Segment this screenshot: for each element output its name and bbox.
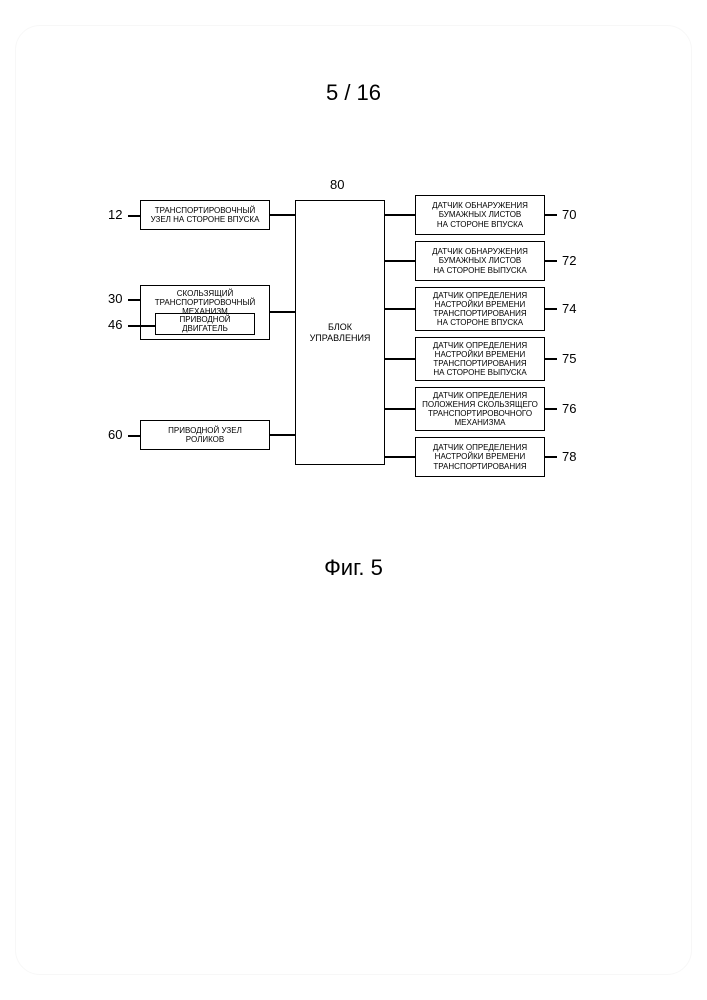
conn-30: [270, 311, 295, 313]
conn-72: [385, 260, 415, 262]
page-number: 5 / 16: [0, 80, 707, 106]
ref-74: 74: [562, 301, 576, 316]
block-70: ДАТЧИК ОБНАРУЖЕНИЯ БУМАЖНЫХ ЛИСТОВ НА СТ…: [415, 195, 545, 235]
tick-75: [545, 358, 557, 360]
tick-46: [128, 325, 155, 327]
center-block: БЛОК УПРАВЛЕНИЯ: [295, 200, 385, 465]
tick-70: [545, 214, 557, 216]
tick-30: [128, 299, 140, 301]
ref-12: 12: [108, 207, 122, 222]
ref-72: 72: [562, 253, 576, 268]
ref-60: 60: [108, 427, 122, 442]
block-12: ТРАНСПОРТИРОВОЧНЫЙ УЗЕЛ НА СТОРОНЕ ВПУСК…: [140, 200, 270, 230]
block-76: ДАТЧИК ОПРЕДЕЛЕНИЯ ПОЛОЖЕНИЯ СКОЛЬЗЯЩЕГО…: [415, 387, 545, 431]
tick-78: [545, 456, 557, 458]
figure-caption: Фиг. 5: [0, 555, 707, 581]
ref-76: 76: [562, 401, 576, 416]
conn-78: [385, 456, 415, 458]
conn-76: [385, 408, 415, 410]
conn-74: [385, 308, 415, 310]
ref-70: 70: [562, 207, 576, 222]
block-74: ДАТЧИК ОПРЕДЕЛЕНИЯ НАСТРОЙКИ ВРЕМЕНИ ТРА…: [415, 287, 545, 331]
conn-60: [270, 434, 295, 436]
ref-75: 75: [562, 351, 576, 366]
tick-74: [545, 308, 557, 310]
conn-75: [385, 358, 415, 360]
block-46: ПРИВОДНОЙ ДВИГАТЕЛЬ: [155, 313, 255, 335]
tick-72: [545, 260, 557, 262]
block-78: ДАТЧИК ОПРЕДЕЛЕНИЯ НАСТРОЙКИ ВРЕМЕНИ ТРА…: [415, 437, 545, 477]
ref-78: 78: [562, 449, 576, 464]
conn-70: [385, 214, 415, 216]
block-60: ПРИВОДНОЙ УЗЕЛ РОЛИКОВ: [140, 420, 270, 450]
tick-12: [128, 215, 140, 217]
ref-46: 46: [108, 317, 122, 332]
conn-12: [270, 214, 295, 216]
ref-80: 80: [330, 177, 344, 192]
block-diagram: 80 БЛОК УПРАВЛЕНИЯ 12 ТРАНСПОРТИРОВОЧНЫЙ…: [100, 165, 610, 505]
tick-76: [545, 408, 557, 410]
ref-30: 30: [108, 291, 122, 306]
tick-60: [128, 435, 140, 437]
block-75: ДАТЧИК ОПРЕДЕЛЕНИЯ НАСТРОЙКИ ВРЕМЕНИ ТРА…: [415, 337, 545, 381]
block-72: ДАТЧИК ОБНАРУЖЕНИЯ БУМАЖНЫХ ЛИСТОВ НА СТ…: [415, 241, 545, 281]
